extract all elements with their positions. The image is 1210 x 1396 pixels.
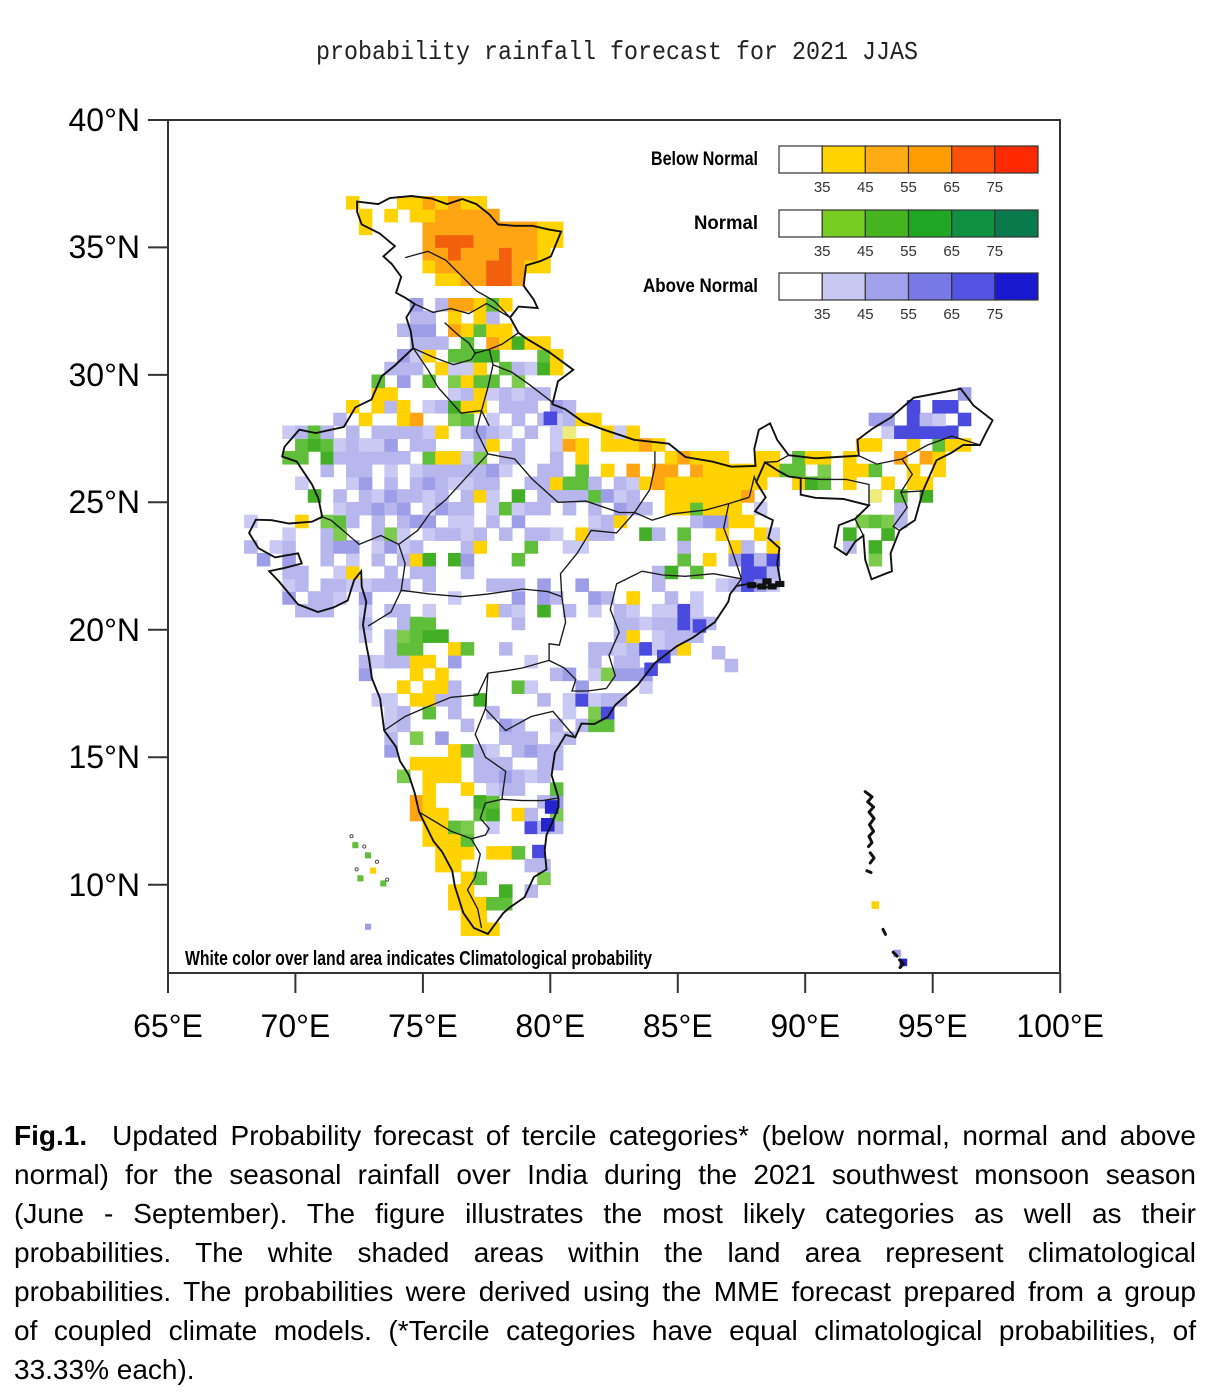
svg-text:White color over land area ind: White color over land area indicates Cli…: [185, 948, 653, 970]
svg-text:20°N: 20°N: [69, 612, 141, 648]
svg-text:90°E: 90°E: [770, 1008, 840, 1044]
svg-text:70°E: 70°E: [261, 1008, 331, 1044]
svg-text:55: 55: [900, 243, 917, 260]
svg-text:80°E: 80°E: [515, 1008, 585, 1044]
svg-text:100°E: 100°E: [1016, 1008, 1104, 1044]
svg-text:45: 45: [857, 306, 874, 323]
svg-text:35°N: 35°N: [69, 229, 141, 265]
svg-text:25°N: 25°N: [69, 484, 141, 520]
svg-text:65: 65: [943, 306, 960, 323]
svg-text:75: 75: [986, 243, 1003, 260]
svg-text:75: 75: [986, 306, 1003, 323]
svg-text:85°E: 85°E: [643, 1008, 713, 1044]
svg-text:55: 55: [900, 306, 917, 323]
svg-text:40°N: 40°N: [69, 102, 141, 138]
svg-text:Above Normal: Above Normal: [643, 276, 758, 297]
svg-text:35: 35: [814, 306, 831, 323]
svg-text:probability rainfall forecast: probability rainfall forecast for 2021 J…: [316, 37, 918, 67]
svg-text:35: 35: [814, 179, 831, 196]
svg-text:35: 35: [814, 243, 831, 260]
svg-text:65: 65: [943, 243, 960, 260]
svg-text:65: 65: [943, 179, 960, 196]
svg-text:45: 45: [857, 243, 874, 260]
svg-text:10°N: 10°N: [69, 867, 141, 903]
svg-text:Below Normal: Below Normal: [651, 149, 758, 170]
svg-text:65°E: 65°E: [133, 1008, 203, 1044]
svg-text:15°N: 15°N: [69, 739, 141, 775]
svg-text:75: 75: [986, 179, 1003, 196]
svg-text:Normal: Normal: [694, 213, 758, 234]
svg-text:75°E: 75°E: [388, 1008, 458, 1044]
svg-text:95°E: 95°E: [898, 1008, 968, 1044]
svg-text:45: 45: [857, 179, 874, 196]
svg-text:55: 55: [900, 179, 917, 196]
svg-text:30°N: 30°N: [69, 357, 141, 393]
